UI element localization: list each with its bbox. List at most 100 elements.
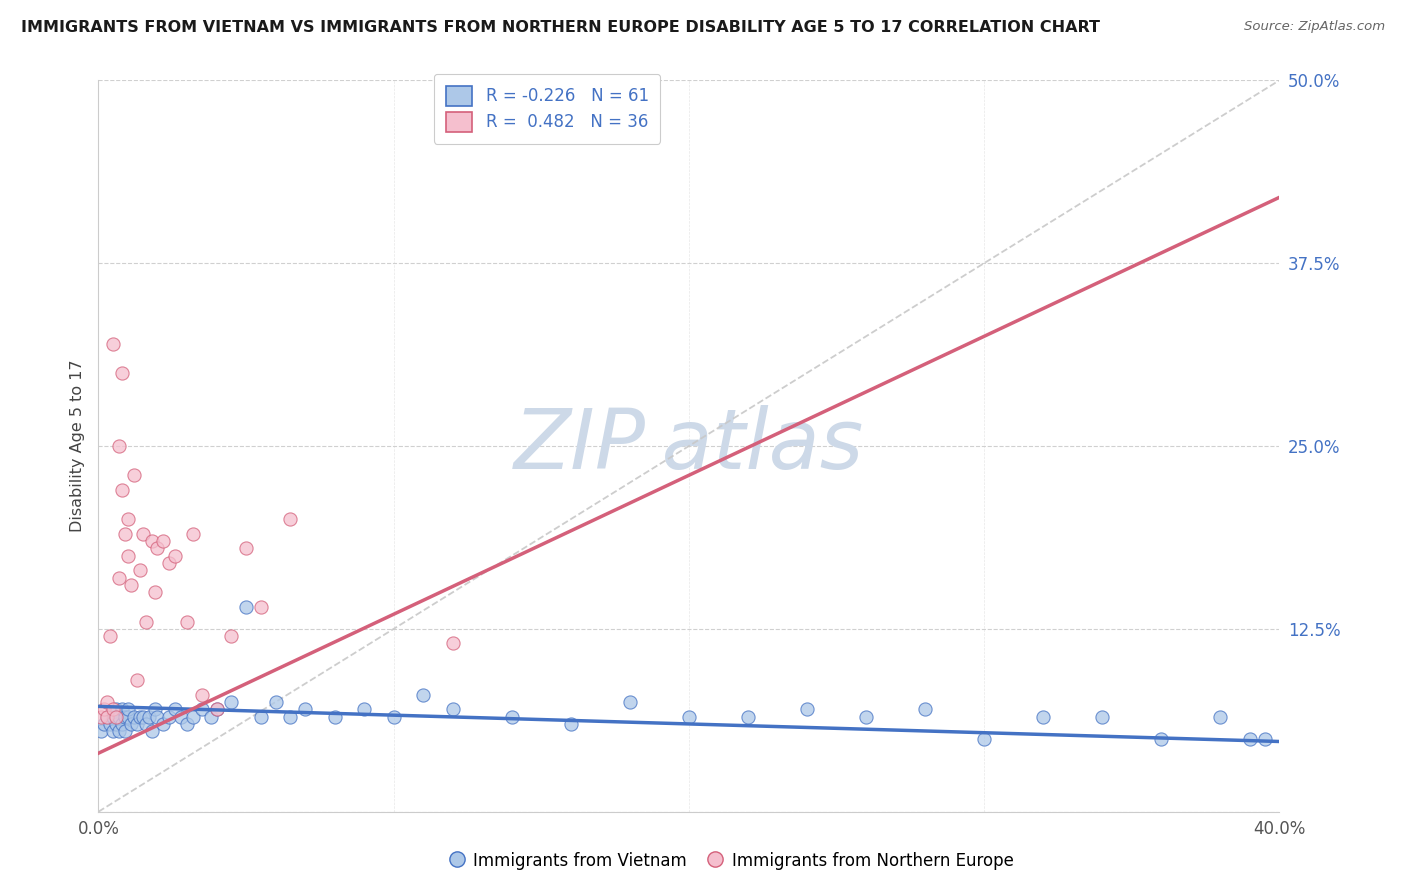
Point: [157, 709, 180, 723]
Point: [678, 709, 700, 723]
Point: [294, 702, 316, 716]
Point: [165, 549, 187, 563]
Point: [914, 702, 936, 716]
Point: [737, 709, 759, 723]
Point: [122, 709, 145, 723]
Point: [560, 717, 582, 731]
Point: [138, 709, 160, 723]
Point: [165, 702, 187, 716]
Point: [117, 549, 139, 563]
Point: [98, 717, 121, 731]
Point: [280, 709, 302, 723]
Point: [105, 717, 128, 731]
Point: [501, 709, 523, 723]
Point: [205, 702, 228, 716]
Point: [141, 534, 163, 549]
Point: [796, 702, 818, 716]
Point: [111, 717, 134, 731]
Point: [114, 724, 136, 739]
Point: [221, 695, 243, 709]
Point: [441, 702, 464, 716]
Point: [250, 709, 273, 723]
Point: [128, 709, 150, 723]
Point: [176, 717, 198, 731]
Point: [103, 702, 125, 716]
Point: [235, 599, 257, 614]
Point: [191, 702, 214, 716]
Point: [111, 702, 134, 716]
Point: [103, 709, 125, 723]
Point: [93, 702, 115, 716]
Point: [181, 709, 204, 723]
Point: [96, 695, 118, 709]
Text: IMMIGRANTS FROM VIETNAM VS IMMIGRANTS FROM NORTHERN EUROPE DISABILITY AGE 5 TO 1: IMMIGRANTS FROM VIETNAM VS IMMIGRANTS FR…: [21, 20, 1099, 35]
Point: [135, 615, 157, 629]
Point: [146, 709, 169, 723]
Point: [382, 709, 405, 723]
Text: Source: ZipAtlas.com: Source: ZipAtlas.com: [1244, 20, 1385, 33]
Point: [108, 571, 131, 585]
Point: [117, 512, 139, 526]
Point: [93, 717, 115, 731]
Point: [143, 585, 166, 599]
Point: [135, 717, 157, 731]
Point: [103, 336, 125, 351]
Point: [441, 636, 464, 650]
Point: [146, 541, 169, 556]
Text: ZIP atlas: ZIP atlas: [513, 406, 865, 486]
Point: [108, 724, 131, 739]
Y-axis label: Disability Age 5 to 17: Disability Age 5 to 17: [69, 359, 84, 533]
Point: [108, 709, 131, 723]
Point: [125, 673, 148, 687]
Point: [114, 526, 136, 541]
Point: [132, 526, 155, 541]
Point: [191, 688, 214, 702]
Point: [323, 709, 346, 723]
Point: [1091, 709, 1114, 723]
Point: [114, 709, 136, 723]
Point: [176, 615, 198, 629]
Point: [120, 717, 142, 731]
Point: [105, 702, 128, 716]
Point: [90, 709, 112, 723]
Point: [157, 556, 180, 570]
Point: [143, 702, 166, 716]
Point: [221, 629, 243, 643]
Point: [619, 695, 641, 709]
Point: [111, 366, 134, 380]
Point: [412, 688, 434, 702]
Point: [90, 724, 112, 739]
Point: [855, 709, 877, 723]
Point: [181, 526, 204, 541]
Point: [200, 709, 222, 723]
Point: [152, 717, 174, 731]
Legend: R = -0.226   N = 61, R =  0.482   N = 36: R = -0.226 N = 61, R = 0.482 N = 36: [434, 74, 661, 144]
Point: [170, 709, 193, 723]
Point: [103, 724, 125, 739]
Point: [111, 483, 134, 497]
Point: [264, 695, 287, 709]
Point: [117, 709, 139, 723]
Point: [1254, 731, 1277, 746]
Point: [125, 717, 148, 731]
Point: [96, 709, 118, 723]
Point: [96, 709, 118, 723]
Point: [1209, 709, 1232, 723]
Point: [1032, 709, 1054, 723]
Point: [353, 702, 375, 716]
Point: [973, 731, 995, 746]
Point: [128, 563, 150, 577]
Point: [1150, 731, 1173, 746]
Point: [141, 724, 163, 739]
Point: [280, 512, 302, 526]
Point: [120, 578, 142, 592]
Legend: Immigrants from Vietnam, Immigrants from Northern Europe: Immigrants from Vietnam, Immigrants from…: [441, 846, 1021, 877]
Point: [132, 709, 155, 723]
Point: [105, 709, 128, 723]
Point: [108, 439, 131, 453]
Point: [235, 541, 257, 556]
Point: [98, 629, 121, 643]
Point: [250, 599, 273, 614]
Point: [117, 702, 139, 716]
Point: [205, 702, 228, 716]
